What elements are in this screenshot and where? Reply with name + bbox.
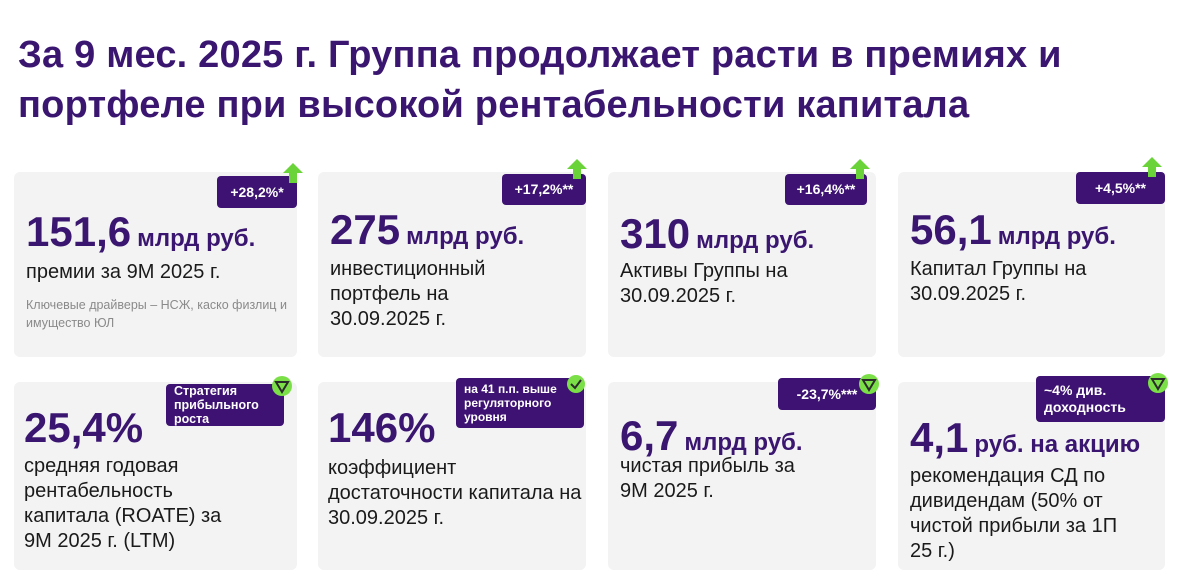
growth-badge: +17,2%** bbox=[502, 174, 586, 205]
kpi-value: 6,7 млрд руб. bbox=[620, 412, 803, 459]
kpi-value: 4,1 руб. на акцию bbox=[910, 414, 1141, 461]
kpi-card-net-profit: -23,7%*** 6,7 млрд руб. чистая прибыль за… bbox=[608, 374, 879, 570]
kpi-value: 151,6 млрд руб. bbox=[26, 208, 256, 255]
kpi-description: Активы Группы на 30.09.2025 г. bbox=[620, 260, 788, 307]
kpi-description: рекомендация СД по дивидендам (50% от чи… bbox=[910, 465, 1118, 562]
growth-badge: +16,4%** bbox=[785, 174, 867, 205]
triangle-down-icon bbox=[859, 374, 879, 394]
kpi-card-portfolio: +17,2%** 275 млрд руб. инвестиционный пор… bbox=[318, 159, 587, 357]
kpi-card-solvency: на 41 п.п. выше регуляторного уровня 146… bbox=[318, 375, 586, 570]
kpi-description: премии за 9М 2025 г. bbox=[26, 261, 221, 283]
kpi-card-roate: Стратегия прибыльного роста 25,4% средня… bbox=[14, 376, 297, 570]
kpi-value: 146% bbox=[328, 404, 436, 451]
regulatory-badge: на 41 п.п. выше регуляторного уровня bbox=[456, 378, 584, 428]
kpi-description: чистая прибыль за 9М 2025 г. bbox=[620, 455, 795, 502]
kpi-card-assets: +16,4%** 310 млрд руб. Активы Группы на 3… bbox=[608, 159, 876, 357]
arrow-up-icon bbox=[567, 159, 587, 179]
dividend-badge: ~4% див. доходность bbox=[1036, 376, 1165, 422]
kpi-value: 310 млрд руб. bbox=[620, 210, 815, 257]
change-badge: -23,7%*** bbox=[778, 378, 876, 410]
arrow-up-icon bbox=[1142, 157, 1162, 177]
growth-badge: +4,5%** bbox=[1076, 172, 1165, 204]
kpi-card-dividend: ~4% див. доходность 4,1 руб. на акцию рек… bbox=[898, 373, 1168, 570]
page-title: За 9 мес. 2025 г. Группа продолжает раст… bbox=[18, 34, 1062, 126]
check-circle-icon bbox=[567, 375, 585, 393]
arrow-up-icon bbox=[850, 159, 870, 179]
kpi-note: Ключевые драйверы – НСЖ, каско физлиц и … bbox=[26, 298, 287, 330]
kpi-card-premiums: +28,2%* 151,6 млрд руб. премии за 9М 2025… bbox=[14, 163, 303, 357]
triangle-down-icon bbox=[272, 376, 292, 396]
kpi-value: 56,1 млрд руб. bbox=[910, 206, 1116, 253]
arrow-up-icon bbox=[283, 163, 303, 183]
kpi-description: коэффициент достаточности капитала на 30… bbox=[328, 457, 582, 529]
kpi-description: инвестиционный портфель на 30.09.2025 г. bbox=[330, 258, 486, 330]
kpi-card-capital: +4,5%** 56,1 млрд руб. Капитал Группы на … bbox=[898, 157, 1165, 357]
kpi-description: Капитал Группы на 30.09.2025 г. bbox=[910, 258, 1087, 305]
growth-badge: +28,2%* bbox=[217, 176, 297, 208]
kpi-value: 275 млрд руб. bbox=[330, 206, 525, 253]
triangle-down-icon bbox=[1148, 373, 1168, 393]
strategy-badge: Стратегия прибыльного роста bbox=[166, 384, 284, 426]
kpi-value: 25,4% bbox=[24, 404, 144, 451]
kpi-description: средняя годовая рентабельность капитала … bbox=[24, 455, 222, 552]
